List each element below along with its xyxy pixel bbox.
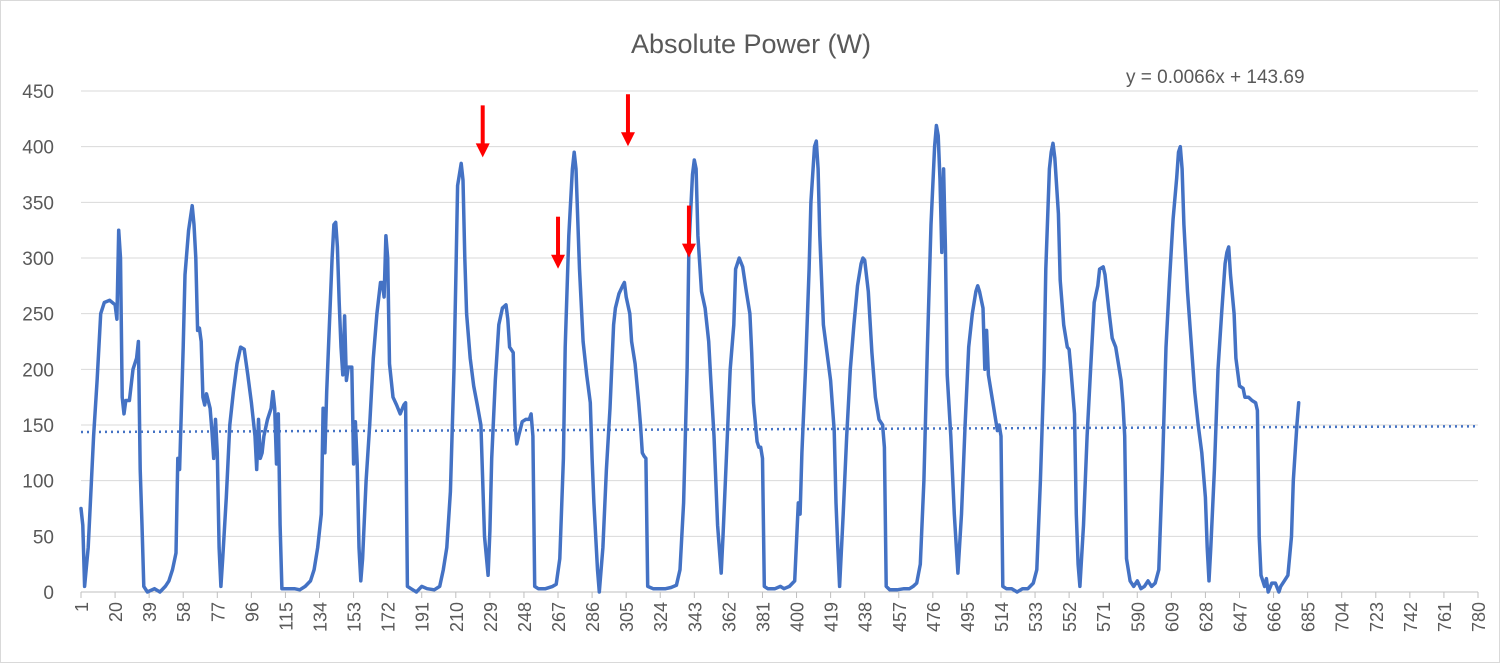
x-axis: 1 20 39 58 77 96 115 134 153 172 191 210 229 248 267 28… (72, 591, 1489, 632)
x-tick-label: 780 (1469, 602, 1489, 632)
y-tick-label: 400 (22, 138, 54, 159)
x-tick-label: 552 (1060, 602, 1080, 632)
x-tick-label: 723 (1367, 602, 1387, 632)
x-tick-label: 533 (1026, 602, 1046, 632)
x-tick-label: 39 (140, 602, 160, 622)
x-tick-label: 571 (1094, 602, 1114, 632)
x-tick-label: 115 (276, 602, 296, 631)
x-tick-label: 495 (958, 602, 978, 632)
x-tick-label: 438 (856, 602, 876, 632)
x-tick-label: 229 (481, 602, 501, 632)
annotation-arrow (681, 205, 696, 258)
x-tick-label: 191 (413, 602, 433, 632)
trendline-equation: y = 0.0066x + 143.69 (1126, 67, 1305, 88)
annotations (475, 94, 696, 269)
x-tick-label: 704 (1333, 602, 1353, 632)
x-tick-label: 58 (174, 602, 194, 622)
x-tick-label: 286 (583, 602, 603, 632)
y-axis: 0 50 100 150 200 250 300 350 400 450 (22, 82, 54, 604)
x-tick-label: 20 (106, 602, 126, 622)
x-tick-label: 172 (379, 602, 399, 632)
x-tick-label: 362 (719, 602, 739, 632)
x-tick-label: 590 (1128, 602, 1148, 632)
x-tick-label: 685 (1299, 602, 1319, 632)
x-tick-label: 381 (753, 602, 773, 632)
x-tick-label: 476 (924, 602, 944, 632)
y-tick-label: 250 (22, 305, 54, 326)
gridlines (81, 90, 1478, 593)
x-tick-label: 324 (651, 602, 671, 632)
x-tick-label: 514 (992, 602, 1012, 632)
x-tick-label: 248 (515, 602, 535, 632)
x-tick-label: 457 (890, 602, 910, 632)
x-tick-label: 343 (685, 602, 705, 632)
x-tick-label: 419 (822, 602, 842, 632)
y-tick-label: 150 (22, 416, 54, 437)
annotation-arrow (475, 105, 490, 158)
trendline (80, 425, 1479, 434)
x-tick-label: 134 (311, 602, 331, 632)
y-tick-label: 200 (22, 360, 54, 381)
x-tick-label: 742 (1401, 602, 1421, 632)
y-tick-label: 50 (33, 527, 54, 548)
series-line (79, 123, 1301, 594)
x-tick-label: 96 (242, 602, 262, 622)
series-lines (79, 123, 1301, 594)
x-tick-label: 761 (1435, 602, 1455, 632)
x-tick-label: 666 (1265, 602, 1285, 632)
x-tick-label: 305 (617, 602, 637, 632)
y-tick-label: 450 (22, 82, 54, 103)
x-tick-label: 267 (549, 602, 569, 632)
x-tick-label: 400 (788, 602, 808, 632)
x-tick-label: 210 (447, 602, 467, 632)
y-tick-label: 350 (22, 193, 54, 214)
chart-title: Absolute Power (W) (631, 29, 871, 59)
x-tick-label: 647 (1230, 602, 1250, 632)
trendline-line (80, 425, 1479, 434)
x-tick-label: 609 (1162, 602, 1182, 632)
annotation-arrow (551, 216, 566, 269)
x-tick-label: 77 (208, 602, 228, 622)
y-tick-label: 100 (22, 472, 54, 493)
annotation-arrow (620, 94, 635, 147)
x-tick-label: 628 (1196, 602, 1216, 632)
x-tick-label: 153 (345, 602, 365, 632)
y-tick-label: 0 (43, 583, 54, 604)
y-tick-label: 300 (22, 249, 54, 270)
x-tick-label: 1 (72, 602, 92, 612)
